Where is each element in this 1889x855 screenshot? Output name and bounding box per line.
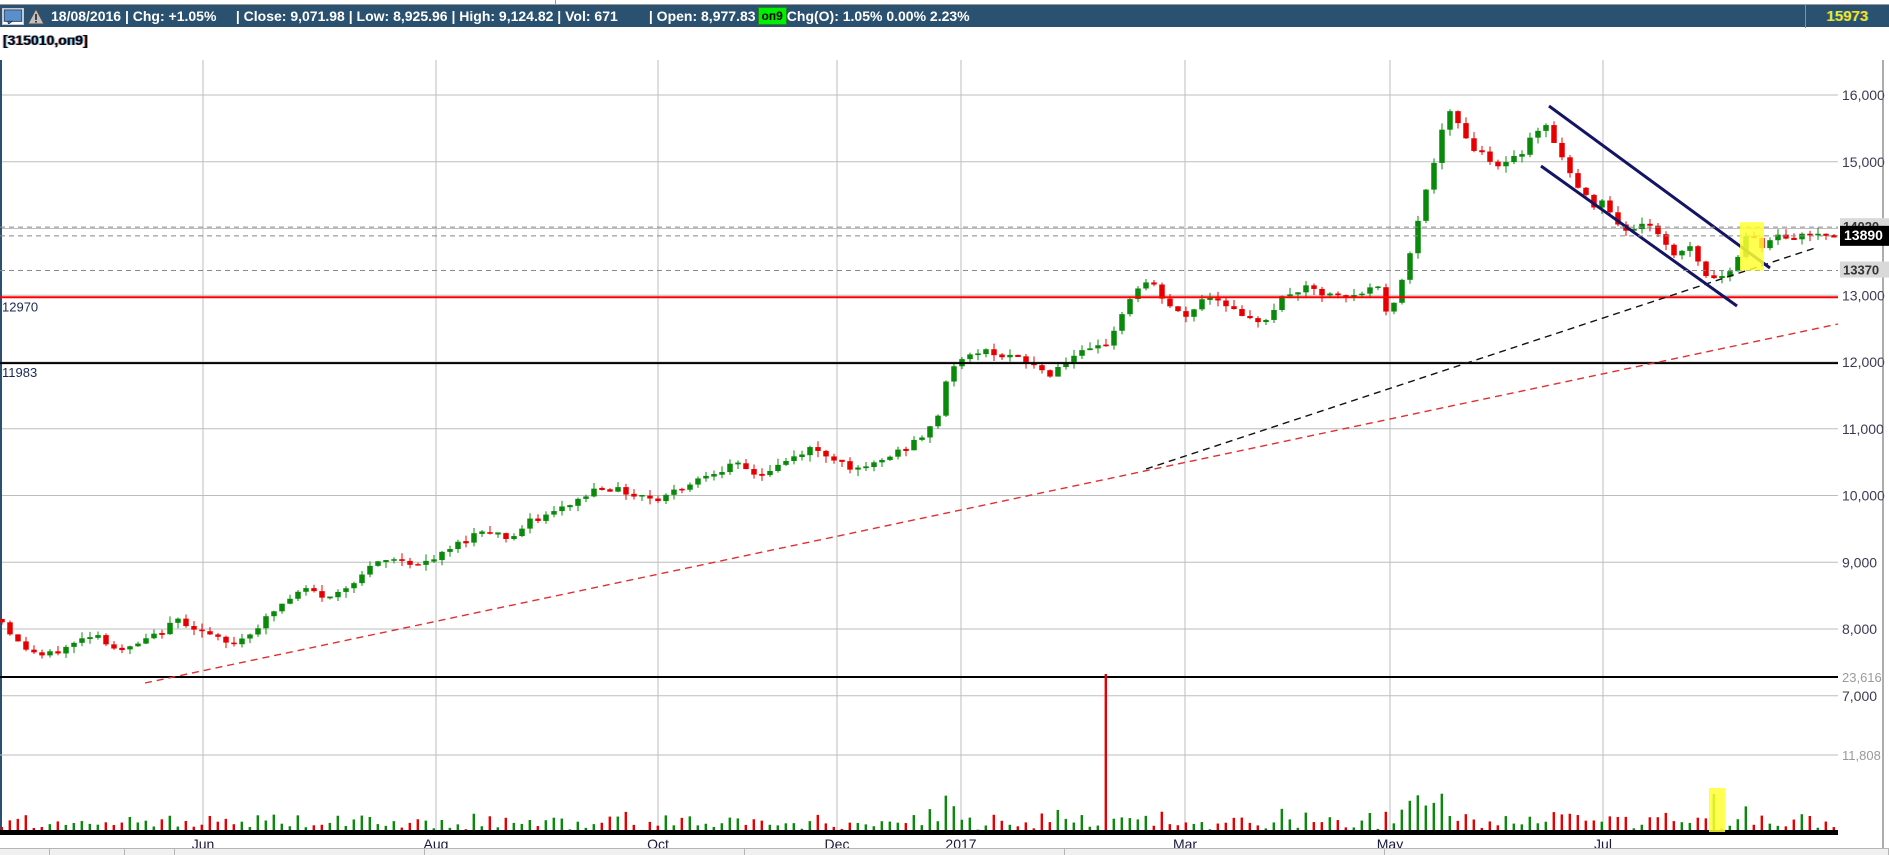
svg-text:15,000: 15,000 [1842,154,1885,170]
svg-text:13,000: 13,000 [1842,287,1885,303]
svg-text:9,000: 9,000 [1842,554,1877,570]
svg-text:13370: 13370 [1843,263,1879,278]
svg-text:16,000: 16,000 [1842,87,1885,103]
svg-text:23,616: 23,616 [1842,670,1882,685]
svg-text:11983: 11983 [2,365,37,380]
svg-text:12970: 12970 [2,299,38,314]
svg-text:12,000: 12,000 [1842,354,1885,370]
svg-text:11,808: 11,808 [1842,748,1881,763]
svg-text:10,000: 10,000 [1842,488,1885,504]
svg-text:13890: 13890 [1844,227,1883,243]
svg-text:8,000: 8,000 [1842,621,1877,637]
svg-text:7,000: 7,000 [1842,688,1877,704]
svg-text:11,000: 11,000 [1842,421,1884,437]
